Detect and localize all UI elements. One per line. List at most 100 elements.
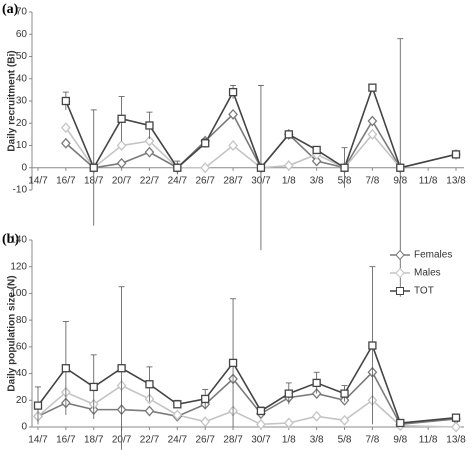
marker bbox=[116, 157, 127, 169]
marker bbox=[116, 140, 127, 151]
marker bbox=[228, 358, 238, 368]
x-tick-label: 16/7 bbox=[56, 435, 76, 446]
y-tick-label: 20 bbox=[16, 395, 28, 406]
marker bbox=[312, 378, 321, 388]
y-tick-label: 0 bbox=[21, 422, 27, 433]
marker bbox=[368, 341, 377, 350]
x-tick-label: 9/8 bbox=[393, 435, 407, 446]
x-tick-label: 7/8 bbox=[365, 435, 379, 446]
y-tick-label: 20 bbox=[16, 118, 28, 129]
marker bbox=[451, 421, 461, 433]
legend-label: TOT bbox=[414, 286, 434, 297]
marker bbox=[61, 96, 71, 106]
y-tick-label: 60 bbox=[16, 341, 28, 352]
marker bbox=[117, 364, 126, 373]
x-tick-label: 22/7 bbox=[140, 435, 160, 446]
x-tick-label: 7/8 bbox=[365, 175, 379, 186]
series-line bbox=[37, 384, 457, 428]
marker bbox=[367, 128, 378, 140]
marker bbox=[117, 114, 126, 123]
marker bbox=[284, 389, 293, 398]
y-tick-label: 120 bbox=[10, 261, 27, 272]
marker bbox=[451, 413, 461, 422]
y-tick-label: 60 bbox=[16, 29, 28, 40]
y-tick-label: 40 bbox=[16, 368, 28, 379]
y-tick-label: 80 bbox=[16, 315, 28, 326]
y-tick-label: 0 bbox=[21, 162, 27, 173]
y-axis-title: Daily population size (N) bbox=[7, 275, 18, 391]
x-tick-label: 22/7 bbox=[140, 175, 160, 186]
y-tick-label: 30 bbox=[16, 96, 28, 107]
y-tick-label: 140 bbox=[10, 235, 27, 246]
x-tick-label: 28/7 bbox=[223, 435, 243, 446]
legend-label: Females bbox=[414, 250, 452, 261]
marker bbox=[61, 364, 71, 373]
marker bbox=[256, 406, 266, 416]
x-tick-label: 11/8 bbox=[419, 175, 438, 186]
y-axis-title: Daily recruitment (Bi) bbox=[7, 50, 18, 151]
marker bbox=[228, 140, 238, 151]
y-tick-label: 70 bbox=[16, 7, 28, 18]
legend-label: Males bbox=[414, 268, 441, 279]
panel-label: (b) bbox=[2, 232, 19, 247]
x-tick-label: 26/7 bbox=[195, 175, 215, 186]
x-tick-label: 28/7 bbox=[223, 175, 243, 186]
marker bbox=[144, 405, 155, 417]
x-tick-label: 24/7 bbox=[168, 175, 188, 186]
marker bbox=[283, 160, 294, 172]
marker bbox=[201, 394, 210, 404]
marker bbox=[396, 163, 405, 172]
legend-marker bbox=[395, 249, 405, 261]
marker bbox=[284, 130, 293, 139]
marker bbox=[340, 163, 349, 172]
marker bbox=[144, 135, 155, 147]
marker bbox=[451, 150, 461, 159]
x-tick-label: 3/8 bbox=[310, 435, 324, 446]
marker bbox=[89, 163, 98, 172]
x-tick-label: 13/8 bbox=[446, 175, 466, 186]
x-tick-label: 1/8 bbox=[282, 435, 296, 446]
x-tick-label: 30/7 bbox=[251, 435, 271, 446]
marker bbox=[173, 163, 182, 172]
marker bbox=[145, 380, 154, 389]
y-tick-label: 100 bbox=[10, 288, 27, 299]
marker bbox=[89, 382, 98, 392]
marker bbox=[173, 400, 182, 409]
marker bbox=[283, 417, 294, 429]
marker bbox=[145, 121, 154, 130]
y-tick-label: 10 bbox=[16, 140, 28, 151]
y-tick-label: 50 bbox=[16, 51, 28, 62]
marker bbox=[367, 115, 378, 127]
marker bbox=[368, 83, 377, 92]
legend-marker bbox=[396, 287, 404, 295]
legend-marker bbox=[395, 267, 405, 279]
x-tick-label: 18/7 bbox=[84, 435, 104, 446]
series-line bbox=[65, 85, 457, 170]
marker bbox=[228, 108, 238, 120]
x-tick-label: 26/7 bbox=[195, 435, 215, 446]
marker bbox=[200, 162, 211, 174]
x-tick-label: 13/8 bbox=[446, 435, 466, 446]
series-line bbox=[65, 113, 457, 170]
marker bbox=[339, 414, 350, 426]
x-tick-label: 11/8 bbox=[419, 435, 438, 446]
marker bbox=[33, 401, 43, 410]
marker bbox=[256, 418, 266, 430]
x-tick-label: 5/8 bbox=[338, 435, 352, 446]
panel-label: (a) bbox=[2, 2, 19, 17]
x-tick-label: 14/7 bbox=[28, 435, 48, 446]
marker bbox=[256, 163, 266, 172]
marker bbox=[201, 139, 210, 148]
x-tick-label: 16/7 bbox=[56, 175, 76, 186]
marker bbox=[312, 145, 321, 155]
y-tick-label: 40 bbox=[16, 73, 28, 84]
marker bbox=[172, 409, 183, 421]
series-line bbox=[65, 127, 457, 169]
marker bbox=[228, 87, 238, 97]
y-tick-label: -10 bbox=[13, 185, 28, 196]
marker bbox=[60, 122, 71, 134]
marker bbox=[60, 137, 71, 149]
marker bbox=[200, 416, 211, 428]
x-tick-label: 24/7 bbox=[168, 435, 188, 446]
